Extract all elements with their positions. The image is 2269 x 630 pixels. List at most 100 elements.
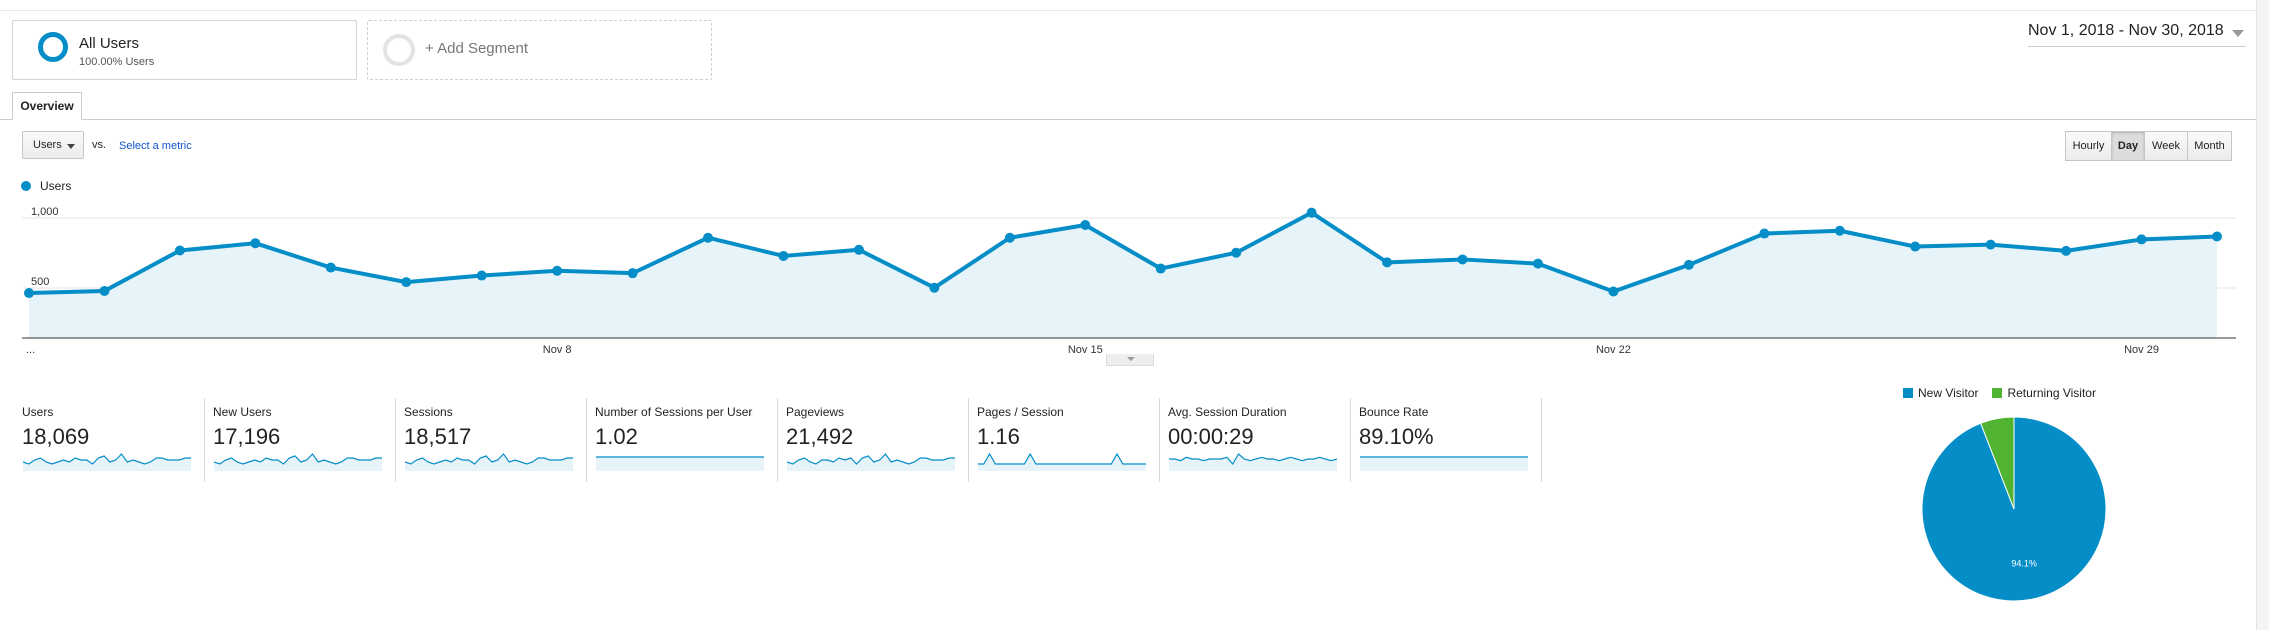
data-point[interactable]: [24, 288, 34, 299]
data-point[interactable]: [1004, 232, 1015, 243]
tab-bar: [0, 119, 2256, 120]
segment-all-users[interactable]: All Users 100.00% Users: [12, 20, 357, 80]
metric-label: Avg. Session Duration: [1168, 405, 1287, 419]
data-point[interactable]: [1306, 207, 1317, 218]
data-point[interactable]: [853, 244, 864, 255]
metric-dropdown[interactable]: Users: [22, 131, 84, 159]
metric-scorecard[interactable]: Sessions 18,517: [396, 398, 587, 482]
pie-legend-returning-visitor[interactable]: Returning Visitor: [1992, 386, 2096, 400]
sparkline-line: [1169, 453, 1337, 466]
data-point[interactable]: [627, 268, 638, 279]
data-point[interactable]: [476, 270, 487, 281]
segment-name: All Users: [79, 35, 140, 52]
data-point[interactable]: [174, 245, 185, 256]
sparkline-line: [23, 453, 191, 465]
select-metric-link[interactable]: Select a metric: [119, 140, 192, 152]
metric-label: Bounce Rate: [1359, 405, 1429, 419]
sparkline-line: [214, 453, 382, 465]
metric-sparkline: [23, 453, 191, 471]
metric-sparkline: [1360, 456, 1528, 471]
data-point[interactable]: [2061, 245, 2072, 256]
data-point[interactable]: [778, 250, 789, 261]
data-point[interactable]: [1382, 257, 1393, 268]
data-point[interactable]: [1683, 259, 1694, 270]
data-point[interactable]: [1155, 263, 1166, 274]
data-point[interactable]: [552, 265, 563, 276]
visitor-type-pie-chart: 94.1%: [1921, 416, 2107, 602]
metric-label: Pageviews: [786, 405, 845, 419]
data-point[interactable]: [2136, 234, 2147, 245]
metric-scorecard[interactable]: Pages / Session 1.16: [969, 398, 1160, 482]
sparkline-area: [978, 454, 1146, 471]
metric-scorecard[interactable]: Pageviews 21,492: [778, 398, 969, 482]
metric-value: 17,196: [213, 424, 281, 449]
metric-value: 21,492: [786, 424, 854, 449]
week-button[interactable]: Week: [2144, 131, 2188, 161]
area-fill: [29, 212, 2217, 338]
data-point[interactable]: [1608, 286, 1619, 297]
sparkline-line: [787, 453, 955, 465]
sparkline-area: [23, 454, 191, 471]
add-segment-button[interactable]: + Add Segment: [367, 20, 712, 80]
chevron-down-icon: [2232, 30, 2244, 37]
data-point[interactable]: [929, 282, 940, 293]
data-point[interactable]: [1985, 239, 1996, 250]
tab-overview[interactable]: Overview: [12, 92, 82, 120]
metric-scorecard[interactable]: Bounce Rate 89.10%: [1351, 398, 1542, 482]
hourly-button[interactable]: Hourly: [2065, 131, 2112, 161]
data-point[interactable]: [99, 285, 110, 296]
data-point[interactable]: [250, 238, 261, 249]
page-scrollbar[interactable]: [2256, 0, 2269, 630]
x-tick-label: Nov 29: [2124, 344, 2159, 356]
granularity-toggle: Hourly Day Week Month: [2065, 131, 2232, 161]
series-legend-label[interactable]: Users: [40, 179, 72, 193]
series-legend-dot-icon: [21, 181, 31, 191]
metric-scorecard[interactable]: New Users 17,196: [205, 398, 396, 482]
empty-segment-icon: [383, 34, 415, 66]
segment-percentage: 100.00% Users: [79, 56, 155, 68]
metric-value: 89.10%: [1359, 424, 1434, 449]
metric-scorecard[interactable]: Users 18,069: [14, 398, 205, 482]
x-tick-label: Nov 22: [1596, 344, 1631, 356]
sparkline-line: [978, 452, 1146, 465]
chevron-down-icon: [67, 144, 75, 149]
metric-scorecard[interactable]: Number of Sessions per User 1.02: [587, 398, 778, 482]
metric-sparkline: [787, 453, 955, 471]
data-point[interactable]: [401, 277, 412, 288]
pie-slice-returning-visitor[interactable]: [1980, 416, 2015, 510]
data-point[interactable]: [703, 232, 714, 243]
data-point[interactable]: [1834, 225, 1845, 236]
metric-sparkline: [1169, 453, 1337, 471]
date-range-picker[interactable]: Nov 1, 2018 - Nov 30, 2018: [2028, 22, 2246, 47]
metric-label: Pages / Session: [977, 405, 1064, 419]
users-series-line: [28, 210, 2218, 296]
metric-value: 18,069: [22, 424, 90, 449]
month-button[interactable]: Month: [2187, 131, 2232, 161]
data-point[interactable]: [1080, 220, 1091, 230]
chart-resize-handle[interactable]: [1106, 354, 1154, 366]
sparkline-area: [1169, 454, 1337, 471]
summary-metrics: Users 18,069 New Users 17,196 Sessions 18,517…: [14, 398, 1542, 482]
data-point[interactable]: [325, 262, 336, 273]
pie-legend-label: Returning Visitor: [2007, 386, 2096, 400]
metric-sparkline: [214, 453, 382, 471]
metric-value: 1.16: [977, 424, 1020, 449]
top-border: [0, 0, 2269, 11]
new-visitor-swatch: [1903, 388, 1913, 398]
data-point[interactable]: [1532, 258, 1543, 269]
metric-scorecard[interactable]: Avg. Session Duration 00:00:29: [1160, 398, 1351, 482]
data-point[interactable]: [1231, 247, 1242, 258]
data-point[interactable]: [1457, 254, 1468, 265]
chevron-down-icon: [1127, 357, 1135, 361]
metric-value: 1.02: [595, 424, 638, 449]
pie-legend-new-visitor[interactable]: New Visitor: [1903, 386, 1978, 400]
day-button[interactable]: Day: [2111, 131, 2145, 161]
data-point[interactable]: [1759, 228, 1770, 239]
vs-label: vs.: [92, 139, 107, 151]
metric-label: Users: [22, 405, 54, 419]
x-tick-label: Nov 15: [1068, 344, 1103, 356]
data-point[interactable]: [2212, 231, 2222, 242]
data-point[interactable]: [1910, 241, 1921, 252]
sparkline-line: [405, 453, 573, 465]
metric-sparkline: [405, 453, 573, 471]
